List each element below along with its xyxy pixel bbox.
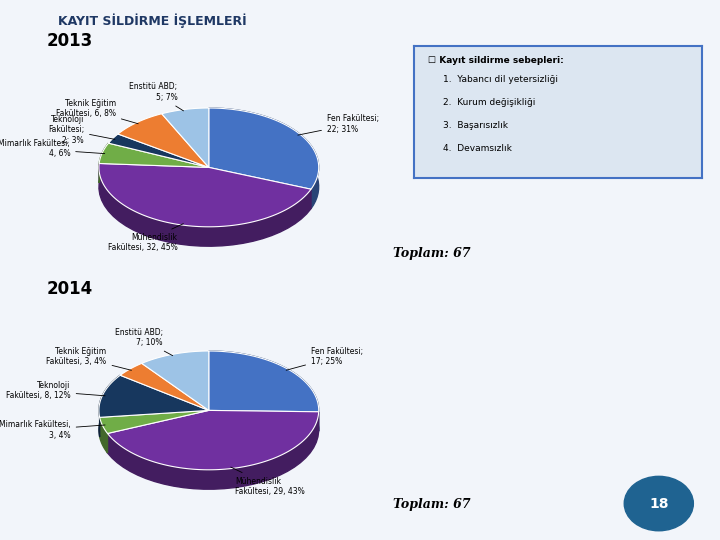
- Text: Toplam: 67: Toplam: 67: [393, 246, 471, 260]
- Polygon shape: [118, 114, 209, 167]
- Text: 1.  Yabancı dil yetersizliği: 1. Yabancı dil yetersizliği: [443, 75, 558, 84]
- Polygon shape: [209, 108, 319, 189]
- Text: 2014: 2014: [47, 280, 93, 298]
- Polygon shape: [99, 375, 209, 417]
- Text: Teknoloji
Fakültesi, 8, 12%: Teknoloji Fakültesi, 8, 12%: [6, 381, 105, 400]
- Text: Enstitü ABD;
7; 10%: Enstitü ABD; 7; 10%: [114, 328, 173, 356]
- Text: Teknik Eğitim
Fakültesi, 6, 8%: Teknik Eğitim Fakültesi, 6, 8%: [56, 99, 138, 124]
- Text: Teknik Eğitim
Fakültesi, 3, 4%: Teknik Eğitim Fakültesi, 3, 4%: [47, 347, 132, 370]
- Polygon shape: [107, 412, 319, 489]
- Polygon shape: [99, 164, 311, 227]
- Text: 2013: 2013: [47, 32, 93, 50]
- Text: Toplam: 67: Toplam: 67: [393, 497, 471, 511]
- Text: Mimarlık Fakültesi,
3, 4%: Mimarlık Fakültesi, 3, 4%: [0, 421, 105, 440]
- Polygon shape: [209, 108, 319, 208]
- Polygon shape: [99, 143, 209, 167]
- Text: Mühendislik
Fakültesi, 29, 43%: Mühendislik Fakültesi, 29, 43%: [231, 467, 305, 496]
- Polygon shape: [109, 134, 209, 167]
- Text: 4.  Devamsızlık: 4. Devamsızlık: [443, 145, 512, 153]
- Text: Mühendislik
Fakültesi, 32, 45%: Mühendislik Fakültesi, 32, 45%: [108, 224, 184, 252]
- Text: KAYIT SİLDİRME İŞLEMLERİ: KAYIT SİLDİRME İŞLEMLERİ: [58, 14, 246, 28]
- Text: ☐ Kayıt sildirme sebepleri:: ☐ Kayıt sildirme sebepleri:: [428, 57, 564, 65]
- Polygon shape: [209, 351, 319, 431]
- Text: 3.  Başarısızlık: 3. Başarısızlık: [443, 122, 508, 130]
- Text: Mimarlık Fakültesi,
4, 6%: Mimarlık Fakültesi, 4, 6%: [0, 139, 104, 159]
- Text: Enstitü ABD;
5; 7%: Enstitü ABD; 5; 7%: [130, 83, 184, 111]
- Text: Teknoloji
Fakültesi;
2; 3%: Teknoloji Fakültesi; 2; 3%: [48, 115, 115, 145]
- Polygon shape: [142, 351, 209, 410]
- Polygon shape: [209, 351, 319, 412]
- Polygon shape: [99, 417, 107, 453]
- Polygon shape: [120, 363, 209, 410]
- Text: Fen Fakültesi;
17; 25%: Fen Fakültesi; 17; 25%: [286, 347, 363, 370]
- Polygon shape: [99, 143, 109, 183]
- Text: Fen Fakültesi;
22; 31%: Fen Fakültesi; 22; 31%: [298, 114, 379, 135]
- Polygon shape: [99, 375, 120, 437]
- Polygon shape: [99, 164, 311, 246]
- Polygon shape: [162, 108, 209, 167]
- Polygon shape: [99, 410, 209, 434]
- Circle shape: [624, 476, 693, 531]
- Polygon shape: [107, 410, 319, 470]
- Text: 18: 18: [649, 497, 669, 510]
- Text: 2.  Kurum değişikliği: 2. Kurum değişikliği: [443, 98, 535, 107]
